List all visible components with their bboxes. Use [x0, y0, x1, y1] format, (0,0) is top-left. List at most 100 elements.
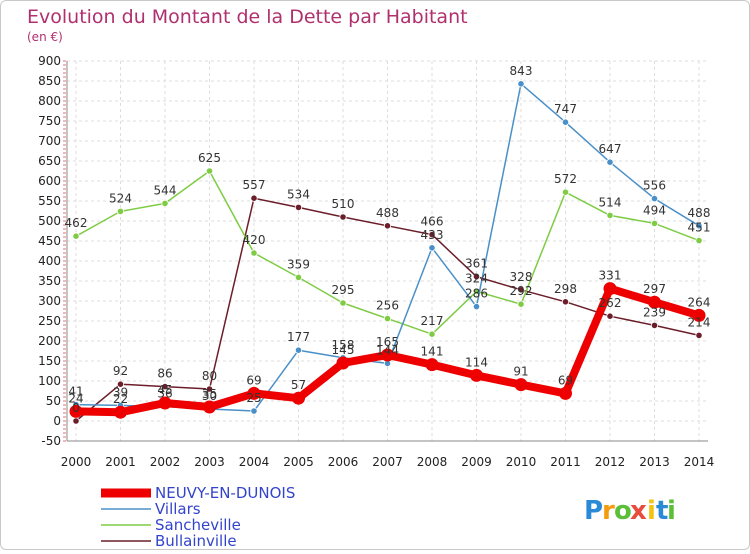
data-label: 0 [72, 401, 80, 415]
data-label: 488 [688, 206, 711, 220]
data-point [294, 273, 303, 281]
data-label: 262 [599, 296, 622, 310]
data-label: 57 [291, 378, 306, 392]
data-label: 177 [287, 330, 310, 344]
y-tick-label: 850 [38, 74, 61, 88]
data-label: 359 [287, 257, 310, 271]
data-point [606, 158, 614, 166]
proxiti-logo: Pr ox i ti [584, 496, 676, 526]
data-point [559, 386, 572, 400]
grid [67, 60, 708, 442]
y-tick-label: -50 [41, 434, 61, 448]
data-point [114, 405, 127, 419]
y-tick-label: 250 [38, 314, 61, 328]
data-label: 647 [599, 142, 622, 156]
data-point [514, 378, 528, 392]
data-label: 324 [465, 271, 488, 285]
data-point [517, 286, 525, 294]
data-point [603, 282, 617, 296]
data-point [648, 295, 661, 309]
data-point [517, 80, 525, 88]
y-tick-label: 450 [38, 234, 61, 248]
data-point [561, 188, 570, 196]
data-label: 22 [113, 392, 128, 406]
data-label: 39 [113, 385, 128, 399]
logo-letter: t [656, 496, 668, 526]
data-label: 36 [157, 387, 172, 401]
x-tick-label: 2014 [684, 455, 715, 469]
x-tick-label: 2012 [595, 455, 626, 469]
y-tick-label: 650 [38, 154, 61, 168]
x-tick-label: 2000 [61, 455, 92, 469]
y-tick-label: 0 [53, 414, 61, 428]
data-label: 494 [643, 203, 666, 217]
y-tick-label: 300 [38, 294, 61, 308]
data-point [695, 331, 703, 339]
data-point [606, 211, 614, 219]
data-label: 35 [202, 387, 217, 401]
chart-title: Evolution du Montant de la Dette par Hab… [27, 6, 468, 28]
data-point [381, 348, 394, 362]
data-label: 420 [243, 233, 266, 247]
data-point [294, 346, 303, 354]
data-point [292, 391, 305, 405]
data-point [695, 237, 703, 245]
data-label: 572 [554, 172, 577, 186]
data-point [606, 312, 614, 320]
data-point [72, 232, 80, 240]
data-label: 462 [65, 216, 88, 230]
data-point [339, 213, 347, 221]
y-tick-label: 800 [38, 94, 61, 108]
data-label: 297 [643, 282, 666, 296]
data-label: 239 [643, 305, 666, 319]
y-tick-label: 500 [38, 214, 61, 228]
data-label: 331 [599, 269, 622, 283]
data-label: 328 [510, 270, 533, 284]
x-tick-label: 2002 [150, 455, 181, 469]
data-label: 264 [688, 295, 711, 309]
data-label: 625 [198, 151, 221, 165]
data-point [203, 400, 216, 414]
data-point [561, 118, 570, 126]
data-labels: 0 92 86 80 557 534 510 488 466 361 328 298 262 239 214… [65, 64, 711, 415]
data-point [161, 382, 169, 391]
data-point [561, 298, 570, 306]
data-label: 556 [643, 179, 666, 193]
data-label: 91 [513, 365, 528, 379]
data-point [247, 386, 261, 400]
data-point [470, 368, 483, 382]
data-point [250, 407, 258, 415]
data-point [72, 417, 80, 425]
legend-label: Sancheville [155, 516, 241, 534]
data-point [695, 222, 703, 230]
data-label: 24 [68, 391, 83, 405]
legend-label: Villars [155, 500, 201, 518]
chart-subtitle: (en €) [27, 30, 63, 44]
x-tick-label: 2003 [194, 455, 225, 469]
logo-letter: r [602, 496, 615, 526]
y-tick-label: 750 [38, 114, 61, 128]
data-label: 69 [246, 373, 261, 387]
data-label: 92 [113, 364, 128, 378]
data-label: 510 [332, 197, 355, 211]
legend-label: Bullainville [155, 532, 237, 549]
data-point [428, 244, 436, 252]
x-tick-label: 2010 [506, 455, 537, 469]
data-label: 292 [510, 284, 533, 298]
data-label: 45 [157, 383, 172, 397]
data-label: 41 [68, 385, 83, 399]
data-label: 361 [465, 257, 488, 271]
y-tick-label: 400 [38, 254, 61, 268]
data-label: 69 [558, 373, 573, 387]
data-label: 544 [154, 183, 177, 197]
data-point [383, 222, 392, 230]
logo-letter: i [667, 496, 676, 526]
data-point [294, 203, 303, 211]
data-point [472, 302, 481, 311]
data-label: 466 [421, 215, 444, 229]
data-point [383, 314, 392, 323]
data-label: 298 [554, 282, 577, 296]
data-point [339, 299, 347, 307]
series-lines [69, 80, 706, 425]
